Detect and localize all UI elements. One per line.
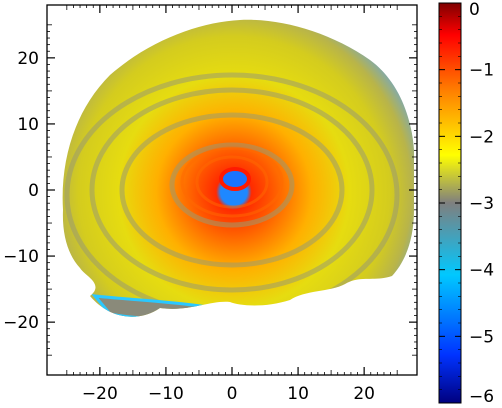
colorbar-tick-label: −6 [469, 387, 494, 407]
y-tick-label: 10 [17, 115, 39, 135]
y-tick-label: 0 [28, 181, 39, 201]
y-tick-label: 20 [17, 49, 39, 69]
colorbar-ticks: 0 −1 −2 −3 −4 −5 −6 [439, 0, 494, 407]
x-tick-label: −10 [148, 384, 184, 404]
y-axis: 20 10 0 −10 −20 [3, 24, 417, 356]
x-axis: −20 −10 0 10 20 [66, 5, 398, 404]
central-hole [219, 167, 251, 191]
y-tick-label: −20 [3, 313, 39, 333]
x-tick-label: 20 [353, 384, 375, 404]
colorbar-tick-label: −5 [469, 327, 494, 347]
colorbar-tick-label: 0 [469, 0, 480, 20]
x-tick-label: 0 [227, 384, 238, 404]
colorbar-tick-label: −4 [469, 261, 494, 281]
x-tick-label: 10 [287, 384, 309, 404]
y-tick-label: −10 [3, 247, 39, 267]
colorbar-tick-label: −1 [469, 61, 494, 81]
colorbar-tick-label: −3 [469, 194, 494, 214]
colorbar-tick-label: −2 [469, 127, 494, 147]
x-tick-label: −20 [82, 384, 118, 404]
